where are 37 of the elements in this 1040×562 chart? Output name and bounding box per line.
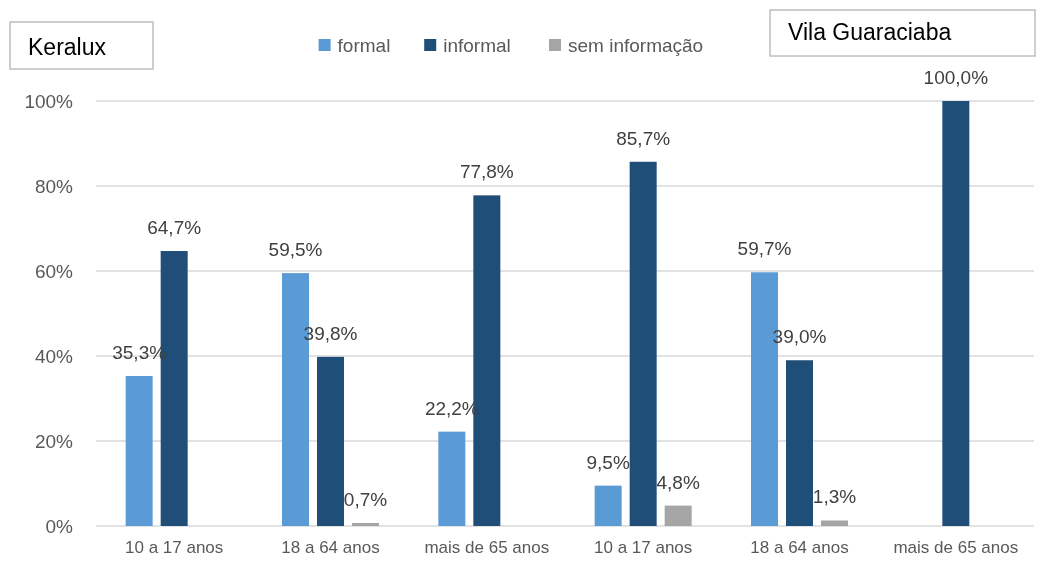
x-tick-label: mais de 65 anos	[893, 538, 1019, 557]
data-label: 0,7%	[343, 489, 388, 511]
bar	[821, 520, 848, 526]
y-tick-label: 40%	[34, 346, 74, 367]
data-label: 59,5%	[268, 239, 323, 261]
bar	[438, 431, 466, 526]
text: Vila Guaraciaba	[788, 19, 952, 45]
data-label: 9,5%	[586, 451, 630, 473]
y-tick-label: 20%	[34, 431, 74, 452]
bar	[352, 523, 379, 526]
bar	[942, 101, 970, 526]
data-label: 4,8%	[656, 471, 700, 493]
data-label: 100,0%	[923, 67, 989, 88]
y-tick-label: 80%	[34, 176, 74, 197]
legend-label: sem informação	[568, 35, 704, 56]
y-tick-label: 100%	[24, 91, 74, 112]
legend-label: formal	[337, 35, 391, 56]
x-tick-label: mais de 65 anos	[424, 538, 550, 557]
data-label: 1,3%	[812, 486, 857, 508]
bar	[594, 485, 622, 526]
x-tick-label: 10 a 17 anos	[125, 538, 224, 557]
data-label: 64,7%	[147, 217, 202, 239]
data-label: 77,8%	[459, 161, 514, 183]
text: Keralux	[28, 34, 107, 60]
legend-label: informal	[443, 35, 511, 56]
y-tick-label: 60%	[34, 261, 74, 282]
bar	[629, 161, 657, 526]
bar	[125, 375, 153, 526]
x-tick-label: 18 a 64 anos	[281, 538, 380, 557]
bar	[786, 360, 813, 526]
y-tick-label: 0%	[45, 516, 74, 537]
data-label: 59,7%	[737, 238, 792, 260]
bar	[317, 356, 344, 526]
bar	[664, 505, 692, 526]
x-tick-label: 18 a 64 anos	[750, 538, 849, 557]
data-label: 85,7%	[616, 127, 671, 149]
x-tick-label: 10 a 17 anos	[594, 538, 693, 557]
